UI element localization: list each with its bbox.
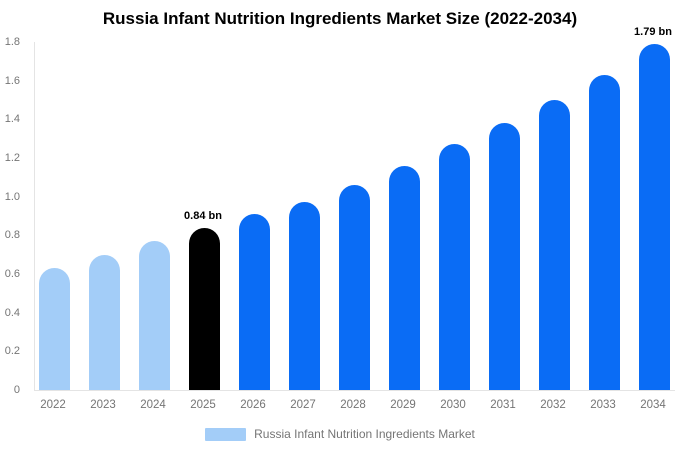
y-tick-label: 0.8	[4, 229, 20, 242]
y-tick-label: 0.6	[4, 268, 20, 280]
bar-2025	[188, 228, 220, 390]
bar-2033	[588, 75, 620, 390]
x-tick-label: 2027	[290, 399, 316, 411]
x-tick-label: 2028	[340, 399, 366, 411]
bar-2027	[288, 202, 320, 390]
chart-title: Russia Infant Nutrition Ingredients Mark…	[102, 9, 578, 28]
x-tick-label: 2030	[440, 399, 466, 411]
legend-swatch	[205, 427, 247, 441]
bar-value-annotation: 1.79 bn	[634, 26, 672, 38]
y-tick-label: 0.2	[4, 345, 20, 358]
x-tick-label: 2033	[590, 399, 616, 411]
y-tick-label: 1.4	[4, 113, 20, 126]
x-tick-label: 2029	[390, 399, 416, 411]
x-tick-label: 2022	[40, 399, 66, 411]
x-tick-label: 2023	[90, 399, 116, 411]
plot-area	[34, 42, 675, 391]
bar-value-annotation: 0.84 bn	[184, 210, 222, 222]
legend: Russia Infant Nutrition Ingredients Mark…	[0, 427, 680, 441]
x-tick-label: 2031	[490, 399, 516, 411]
x-tick-label: 2024	[140, 399, 166, 411]
bar-2023	[88, 255, 120, 390]
y-tick-label: 0	[13, 384, 20, 396]
y-tick-label: 1.2	[4, 152, 20, 164]
bar-2031	[488, 123, 520, 390]
bar-2028	[338, 185, 370, 390]
y-tick-label: 1.8	[4, 36, 20, 48]
bar-2026	[238, 214, 270, 390]
x-tick-label: 2034	[640, 399, 666, 411]
x-tick-label: 2026	[240, 399, 266, 411]
y-tick-label: 1.0	[4, 190, 20, 203]
bar-2029	[388, 166, 420, 390]
bar-2032	[538, 100, 570, 390]
bar-2030	[438, 144, 470, 390]
bar-2024	[138, 241, 170, 390]
bar-2022	[38, 268, 70, 390]
x-tick-label: 2032	[540, 399, 566, 411]
legend-label: Russia Infant Nutrition Ingredients Mark…	[254, 427, 475, 441]
bar-2034	[638, 44, 670, 390]
y-tick-label: 1.6	[4, 74, 20, 87]
y-tick-label: 0.4	[4, 306, 20, 319]
x-tick-label: 2025	[190, 399, 216, 411]
